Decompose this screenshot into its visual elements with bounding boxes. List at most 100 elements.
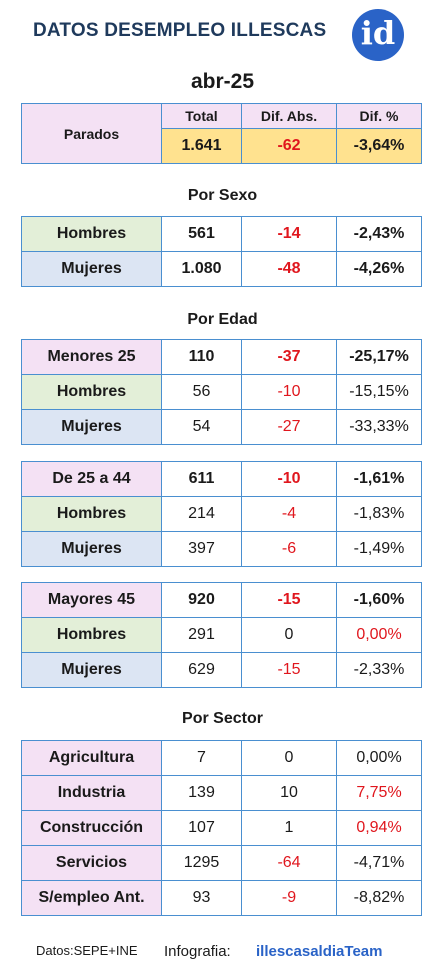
row-label: Construcción (21, 810, 162, 846)
row-abs: 0 (241, 617, 337, 653)
row-abs: -48 (241, 251, 337, 287)
row-abs: 10 (241, 775, 337, 811)
row-total: 56 (161, 374, 242, 410)
row-abs: 1 (241, 810, 337, 846)
row-pct: -15,15% (336, 374, 422, 410)
section-sector-title: Por Sector (182, 710, 263, 727)
row-total: 1295 (161, 845, 242, 881)
row-label: S/empleo Ant. (21, 880, 162, 916)
row-total: 1.080 (161, 251, 242, 287)
row-total: 54 (161, 409, 242, 445)
group-label: Menores 25 (21, 339, 162, 375)
group-total: 110 (161, 339, 242, 375)
group-abs: -10 (241, 461, 337, 497)
row-total: 397 (161, 531, 242, 567)
row-label: Industria (21, 775, 162, 811)
row-label: Hombres (21, 496, 162, 532)
header-dif-abs: Dif. Abs. (241, 103, 337, 129)
row-abs: -27 (241, 409, 337, 445)
row-label: Mujeres (21, 652, 162, 688)
row-abs: -64 (241, 845, 337, 881)
table-row: Servicios 1295 -64 -4,71% (21, 845, 422, 881)
logo-icon: id (352, 9, 404, 61)
page-title: DATOS DESEMPLEO ILLESCAS (33, 20, 327, 41)
row-total: 214 (161, 496, 242, 532)
row-pct: -4,71% (336, 845, 422, 881)
row-label: Agricultura (21, 740, 162, 776)
table-row: Hombres 56 -10 -15,15% (21, 374, 422, 410)
row-pct: -8,82% (336, 880, 422, 916)
table-row: Agricultura 7 0 0,00% (21, 740, 422, 776)
row-total: 629 (161, 652, 242, 688)
row-label: Hombres (21, 374, 162, 410)
row-pct: 0,00% (336, 740, 422, 776)
table-row: S/empleo Ant. 93 -9 -8,82% (21, 880, 422, 916)
footer-infografia-label: Infografia: (164, 943, 231, 960)
row-abs: -10 (241, 374, 337, 410)
parados-label: Parados (21, 103, 162, 164)
header-total: Total (161, 103, 242, 129)
group-pct: -1,61% (336, 461, 422, 497)
row-label: Servicios (21, 845, 162, 881)
row-pct: 0,00% (336, 617, 422, 653)
table-row: Mujeres 629 -15 -2,33% (21, 652, 422, 688)
row-abs: -14 (241, 216, 337, 252)
table-row: De 25 a 44 611 -10 -1,61% (21, 461, 422, 497)
edad-group-table: Mayores 45 920 -15 -1,60% Hombres 291 0 … (21, 582, 422, 688)
summary-table: Parados Total Dif. Abs. Dif. % 1.641 -62… (21, 103, 422, 164)
table-row: Hombres 561 -14 -2,43% (21, 216, 422, 252)
row-pct: -2,33% (336, 652, 422, 688)
table-row: Hombres 214 -4 -1,83% (21, 496, 422, 532)
row-total: 7 (161, 740, 242, 776)
row-abs: -6 (241, 531, 337, 567)
group-total: 611 (161, 461, 242, 497)
row-label: Mujeres (21, 251, 162, 287)
group-total: 920 (161, 582, 242, 618)
row-abs: -4 (241, 496, 337, 532)
row-abs: -15 (241, 652, 337, 688)
row-pct: -2,43% (336, 216, 422, 252)
group-label: De 25 a 44 (21, 461, 162, 497)
row-pct: -33,33% (336, 409, 422, 445)
table-row: Mujeres 1.080 -48 -4,26% (21, 251, 422, 287)
footer-team: illescasaldiaTeam (256, 943, 383, 960)
row-label: Mujeres (21, 531, 162, 567)
row-total: 561 (161, 216, 242, 252)
group-abs: -37 (241, 339, 337, 375)
summary-total: 1.641 (161, 128, 242, 164)
footer-source: Datos:SEPE+INE (36, 943, 138, 958)
summary-dif-pct: -3,64% (336, 128, 422, 164)
table-row: Menores 25 110 -37 -25,17% (21, 339, 422, 375)
row-pct: 0,94% (336, 810, 422, 846)
row-pct: 7,75% (336, 775, 422, 811)
sector-table: Agricultura 7 0 0,00% Industria 139 10 7… (21, 740, 422, 916)
row-pct: -1,83% (336, 496, 422, 532)
row-abs: -9 (241, 880, 337, 916)
table-row: Construcción 107 1 0,94% (21, 810, 422, 846)
edad-group-table: De 25 a 44 611 -10 -1,61% Hombres 214 -4… (21, 461, 422, 567)
row-total: 107 (161, 810, 242, 846)
row-label: Mujeres (21, 409, 162, 445)
table-row: Mujeres 54 -27 -33,33% (21, 409, 422, 445)
section-sexo-title: Por Sexo (187, 187, 258, 204)
table-row: Industria 139 10 7,75% (21, 775, 422, 811)
period-label: abr-25 (190, 70, 255, 93)
sexo-table: Hombres 561 -14 -2,43% Mujeres 1.080 -48… (21, 216, 422, 287)
row-total: 139 (161, 775, 242, 811)
group-pct: -1,60% (336, 582, 422, 618)
table-row: Hombres 291 0 0,00% (21, 617, 422, 653)
group-label: Mayores 45 (21, 582, 162, 618)
row-abs: 0 (241, 740, 337, 776)
summary-dif-abs: -62 (241, 128, 337, 164)
row-total: 93 (161, 880, 242, 916)
group-abs: -15 (241, 582, 337, 618)
row-pct: -1,49% (336, 531, 422, 567)
group-pct: -25,17% (336, 339, 422, 375)
table-row: Mayores 45 920 -15 -1,60% (21, 582, 422, 618)
header-dif-pct: Dif. % (336, 103, 422, 129)
section-edad-title: Por Edad (187, 311, 258, 328)
row-label: Hombres (21, 617, 162, 653)
table-row: Mujeres 397 -6 -1,49% (21, 531, 422, 567)
row-pct: -4,26% (336, 251, 422, 287)
row-total: 291 (161, 617, 242, 653)
